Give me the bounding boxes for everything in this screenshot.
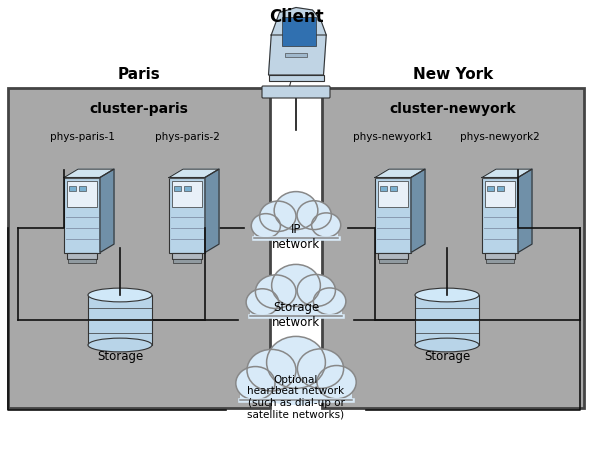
FancyBboxPatch shape xyxy=(268,75,323,81)
Polygon shape xyxy=(169,169,219,178)
Polygon shape xyxy=(205,169,219,252)
FancyBboxPatch shape xyxy=(79,185,86,190)
FancyBboxPatch shape xyxy=(184,185,191,190)
Ellipse shape xyxy=(88,288,152,302)
Ellipse shape xyxy=(88,338,152,352)
Polygon shape xyxy=(411,169,425,252)
Ellipse shape xyxy=(297,201,332,230)
Ellipse shape xyxy=(272,264,320,307)
FancyBboxPatch shape xyxy=(486,258,514,263)
Text: cluster-paris: cluster-paris xyxy=(90,102,189,116)
Ellipse shape xyxy=(246,289,278,316)
Polygon shape xyxy=(482,169,532,178)
Text: Optional
heartbeat network
(such as dial-up or
satellite networks): Optional heartbeat network (such as dial… xyxy=(248,375,345,420)
FancyBboxPatch shape xyxy=(262,86,330,98)
Text: Storage
network: Storage network xyxy=(272,301,320,329)
Ellipse shape xyxy=(255,275,296,308)
Ellipse shape xyxy=(247,349,296,391)
FancyBboxPatch shape xyxy=(240,378,352,400)
Polygon shape xyxy=(518,169,532,252)
FancyBboxPatch shape xyxy=(249,298,342,316)
Ellipse shape xyxy=(236,367,275,400)
Text: Storage: Storage xyxy=(97,350,143,363)
FancyBboxPatch shape xyxy=(497,185,504,190)
Text: IP
network: IP network xyxy=(272,223,320,251)
Ellipse shape xyxy=(267,336,326,388)
FancyBboxPatch shape xyxy=(172,252,202,258)
FancyBboxPatch shape xyxy=(173,258,201,263)
FancyBboxPatch shape xyxy=(285,52,307,56)
FancyBboxPatch shape xyxy=(67,252,98,258)
Ellipse shape xyxy=(259,201,296,231)
Text: cluster-newyork: cluster-newyork xyxy=(389,102,517,116)
Text: phys-newyork2: phys-newyork2 xyxy=(460,132,540,142)
FancyBboxPatch shape xyxy=(174,185,181,190)
FancyBboxPatch shape xyxy=(378,180,408,207)
Text: Paris: Paris xyxy=(118,67,160,82)
FancyBboxPatch shape xyxy=(485,180,515,207)
FancyBboxPatch shape xyxy=(172,180,202,207)
FancyBboxPatch shape xyxy=(378,252,408,258)
Ellipse shape xyxy=(251,213,280,238)
Text: phys-paris-1: phys-paris-1 xyxy=(50,132,115,142)
Polygon shape xyxy=(268,35,326,75)
Text: phys-paris-2: phys-paris-2 xyxy=(155,132,219,142)
Text: Storage: Storage xyxy=(424,350,470,363)
FancyBboxPatch shape xyxy=(8,88,270,408)
Ellipse shape xyxy=(274,191,318,230)
Text: phys-newyork1: phys-newyork1 xyxy=(353,132,433,142)
Ellipse shape xyxy=(297,274,336,307)
Text: New York: New York xyxy=(413,67,493,82)
Ellipse shape xyxy=(252,372,339,405)
FancyBboxPatch shape xyxy=(380,185,387,190)
FancyBboxPatch shape xyxy=(322,88,584,408)
Ellipse shape xyxy=(415,288,479,302)
FancyBboxPatch shape xyxy=(487,185,494,190)
FancyBboxPatch shape xyxy=(169,178,205,252)
Ellipse shape xyxy=(317,365,356,399)
FancyBboxPatch shape xyxy=(64,178,100,252)
FancyBboxPatch shape xyxy=(88,295,152,345)
Ellipse shape xyxy=(415,338,479,352)
Ellipse shape xyxy=(264,218,328,242)
FancyBboxPatch shape xyxy=(69,185,76,190)
FancyBboxPatch shape xyxy=(482,178,518,252)
Polygon shape xyxy=(375,169,425,178)
FancyBboxPatch shape xyxy=(67,180,97,207)
Polygon shape xyxy=(64,169,114,178)
FancyBboxPatch shape xyxy=(415,295,479,345)
Polygon shape xyxy=(271,7,326,35)
FancyBboxPatch shape xyxy=(375,178,411,252)
FancyBboxPatch shape xyxy=(390,185,397,190)
Ellipse shape xyxy=(260,293,332,320)
Ellipse shape xyxy=(297,349,343,388)
Text: Client: Client xyxy=(269,8,323,26)
FancyBboxPatch shape xyxy=(282,17,316,46)
Polygon shape xyxy=(100,169,114,252)
FancyBboxPatch shape xyxy=(485,252,515,258)
FancyBboxPatch shape xyxy=(68,258,96,263)
Ellipse shape xyxy=(313,288,346,315)
Ellipse shape xyxy=(311,213,341,237)
FancyBboxPatch shape xyxy=(254,222,337,238)
FancyBboxPatch shape xyxy=(379,258,407,263)
